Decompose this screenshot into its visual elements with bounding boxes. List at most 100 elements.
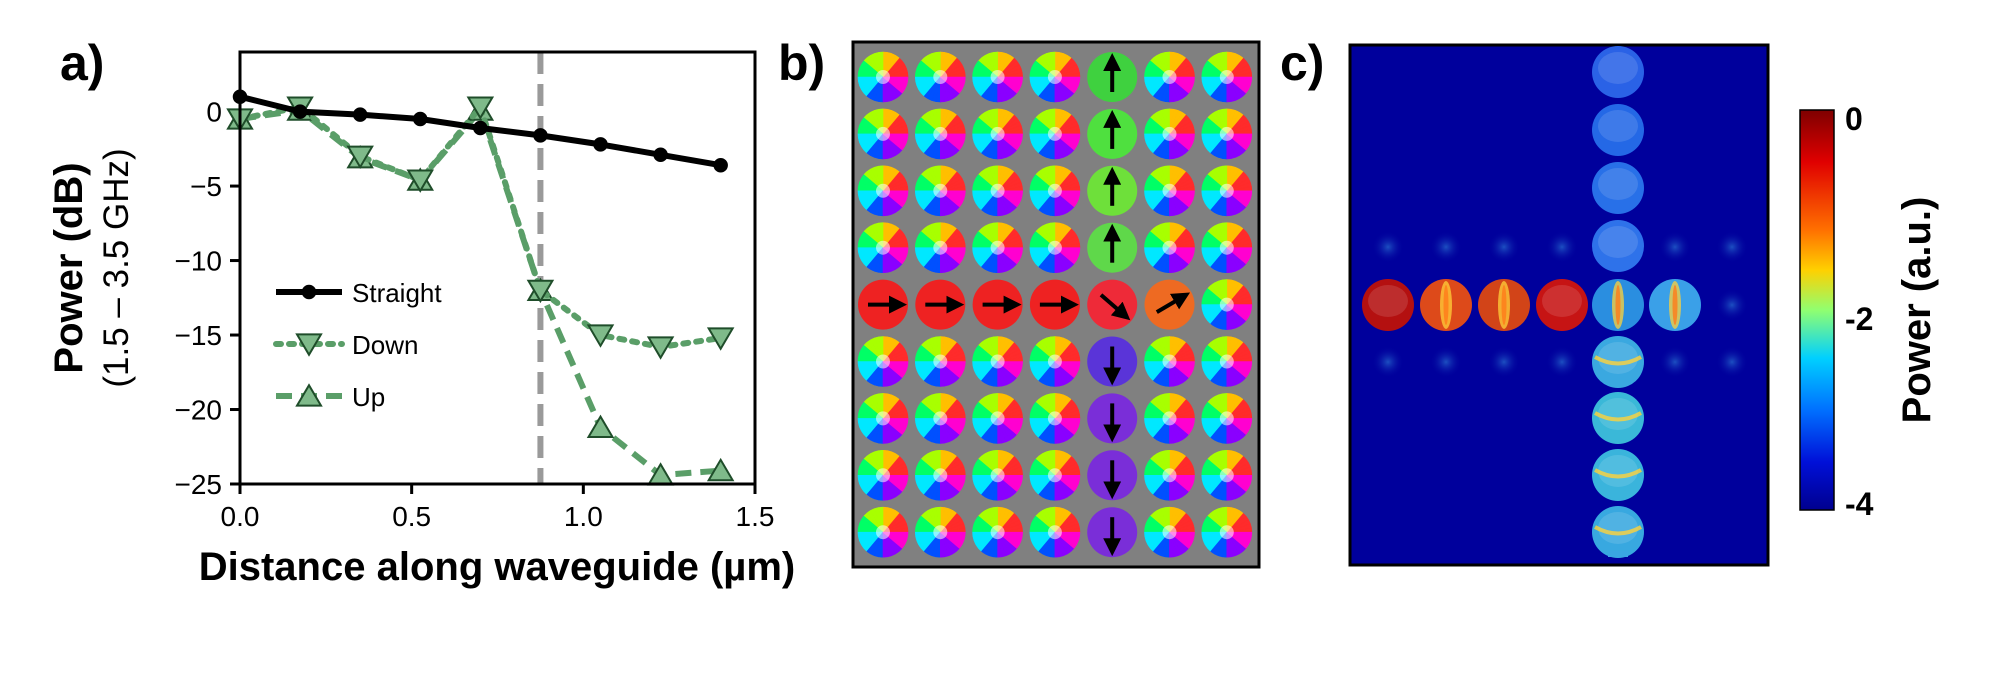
y-tick-label: −10 xyxy=(175,246,223,277)
power-disk xyxy=(1362,279,1414,331)
vortex-disk xyxy=(1029,506,1081,558)
y-tick-label: −20 xyxy=(175,395,223,426)
vortex-disk xyxy=(1201,336,1253,387)
magnetized-disk xyxy=(1087,165,1138,216)
vortex-disk xyxy=(857,336,909,387)
vortex-disk xyxy=(1144,108,1195,160)
power-disk xyxy=(1592,220,1644,272)
power-disk xyxy=(1592,104,1644,156)
magnetized-disk xyxy=(1029,279,1080,330)
magnetized-disk xyxy=(1087,393,1138,444)
magnetized-disk xyxy=(1087,336,1138,387)
line-chart: 0.0 0.5 1.0 1.5 0 −5 −10 −15 −20 −25 Straight Down… xyxy=(47,50,795,589)
vortex-disk xyxy=(1144,165,1195,217)
series-straight xyxy=(232,89,728,173)
legend-label: Down xyxy=(352,330,418,360)
vortex-disk xyxy=(972,222,1023,274)
legend-entry: Straight xyxy=(276,278,442,308)
faint-spot xyxy=(1430,346,1462,378)
vortex-disk xyxy=(914,449,966,501)
y-tick-label: −15 xyxy=(175,320,223,351)
x-tick-label: 1.5 xyxy=(736,501,775,532)
magnetized-disk xyxy=(1087,450,1138,501)
magnetized-disk xyxy=(1087,222,1138,273)
power-disk xyxy=(1592,46,1644,98)
power-disk xyxy=(1592,162,1644,214)
panel-label-c: c) xyxy=(1280,35,1324,91)
vortex-disk xyxy=(1201,449,1253,501)
disk-fill xyxy=(1592,220,1644,272)
magnetized-disk xyxy=(1087,108,1138,159)
x-tick-label: 1.0 xyxy=(564,501,603,532)
vortex-disk xyxy=(857,506,909,558)
vortex-disk xyxy=(857,108,909,160)
magnetized-disk xyxy=(972,279,1023,330)
magnetization-grid xyxy=(851,40,1261,569)
magnetized-disk xyxy=(1144,279,1195,330)
faint-spot xyxy=(1659,231,1691,263)
x-tick-label: 0.5 xyxy=(392,501,431,532)
faint-spot xyxy=(1716,231,1748,263)
y-tick-label: 0 xyxy=(206,97,222,128)
data-point xyxy=(301,284,317,300)
data-point xyxy=(346,145,374,170)
magnetized-disk xyxy=(1087,52,1138,102)
y-axis-sublabel: (1.5 – 3.5 GHz) xyxy=(97,148,136,387)
vortex-disk xyxy=(1144,51,1195,103)
series-line xyxy=(237,104,724,350)
vortex-disk xyxy=(1144,336,1195,387)
vortex-disk xyxy=(857,449,909,501)
disk-fill xyxy=(1362,279,1414,331)
vortex-disk xyxy=(1029,51,1081,103)
legend-entry: Up xyxy=(276,382,385,412)
magnetization-arrow xyxy=(1099,293,1131,321)
data-point xyxy=(352,107,368,122)
data-point xyxy=(646,462,675,486)
vortex-disk xyxy=(1144,449,1195,501)
data-point xyxy=(653,147,668,163)
y-tick-label: −25 xyxy=(175,469,223,500)
faint-spot xyxy=(1546,231,1578,263)
power-disk xyxy=(1420,279,1472,331)
vortex-disk xyxy=(1144,222,1195,274)
disk-fill xyxy=(1536,279,1588,331)
y-axis-label: Power (dB) xyxy=(47,162,91,373)
vortex-disk xyxy=(914,51,966,103)
vortex-disk xyxy=(972,336,1023,387)
panel-label-a: a) xyxy=(60,35,104,91)
vortex-disk xyxy=(857,51,909,103)
vortex-disk xyxy=(914,336,966,387)
vortex-disk xyxy=(1201,51,1253,103)
vortex-disk xyxy=(1201,393,1253,444)
data-point xyxy=(473,120,488,136)
vortex-disk xyxy=(972,393,1023,444)
data-point xyxy=(593,137,608,152)
vortex-disk xyxy=(857,165,909,217)
plot-frame xyxy=(238,50,757,486)
vortex-disk xyxy=(914,506,966,558)
data-point xyxy=(706,457,735,482)
data-point xyxy=(713,157,728,173)
x-tick-label: 0.0 xyxy=(221,501,260,532)
vortex-disk xyxy=(914,108,966,160)
vortex-disk xyxy=(972,165,1023,217)
magnetized-disk xyxy=(1087,279,1138,330)
vortex-disk xyxy=(857,393,909,444)
legend-entry: Down xyxy=(273,330,418,360)
legend-label: Straight xyxy=(352,278,442,308)
faint-spot xyxy=(1488,346,1520,378)
faint-spot xyxy=(1372,346,1404,378)
faint-spot xyxy=(1546,346,1578,378)
vortex-disk xyxy=(1029,449,1081,501)
data-point xyxy=(586,324,615,348)
colorbar-tick-1: -2 xyxy=(1845,301,1873,337)
disk-fill xyxy=(1592,104,1644,156)
data-point xyxy=(533,128,548,143)
colorbar-tick-2: -4 xyxy=(1845,486,1874,522)
data-point xyxy=(406,169,434,193)
data-point xyxy=(466,96,495,120)
power-map xyxy=(1348,43,1770,567)
faint-spot xyxy=(1659,346,1691,378)
vortex-disk xyxy=(1029,165,1081,217)
